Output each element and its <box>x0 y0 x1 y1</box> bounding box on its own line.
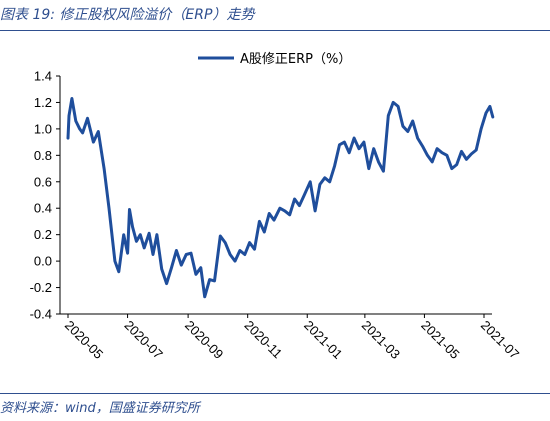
y-tick-label: -0.2 <box>30 280 52 295</box>
x-tick-label: 2021-01 <box>301 318 345 362</box>
source-rule <box>0 393 550 394</box>
x-tick-label: 2020-05 <box>62 318 106 362</box>
y-tick-label: 0.8 <box>34 148 52 163</box>
y-tick-label: 0.2 <box>34 227 52 242</box>
series-group <box>66 97 495 299</box>
figure-title: 图表 19: 修正股权风险溢价（ERP）走势 <box>0 7 255 23</box>
title-rule <box>0 30 550 31</box>
x-tick-label: 2021-05 <box>418 318 462 362</box>
y-tick-label: 0.0 <box>34 254 52 269</box>
legend-label: A股修正ERP（%） <box>240 52 351 67</box>
y-tick-label: 1.0 <box>34 121 52 136</box>
y-tick-label: 0.6 <box>34 174 52 189</box>
x-tick-label: 2020-07 <box>121 318 165 362</box>
x-tick-label: 2020-11 <box>242 318 286 362</box>
legend: A股修正ERP（%） <box>198 52 351 67</box>
x-tick-label: 2020-09 <box>182 318 226 362</box>
x-tick-labels: 2020-05 2020-07 2020-09 2020-11 2021-01 2021-… <box>62 314 522 362</box>
source-note: 资料来源：wind，国盛证券研究所 <box>0 401 200 416</box>
y-tick-label: 1.2 <box>34 95 52 110</box>
x-tick-label: 2021-07 <box>478 318 522 362</box>
y-tick-label: 1.4 <box>34 69 52 84</box>
y-tick-label: 0.4 <box>34 201 52 216</box>
x-tick-label: 2021-03 <box>359 318 403 362</box>
series-line <box>66 97 495 299</box>
y-tick-labels: 1.4 1.2 1.0 0.8 0.6 0.4 0.2 0.0 -0.2 -0.4 <box>30 69 60 322</box>
y-tick-label: -0.4 <box>30 307 52 322</box>
